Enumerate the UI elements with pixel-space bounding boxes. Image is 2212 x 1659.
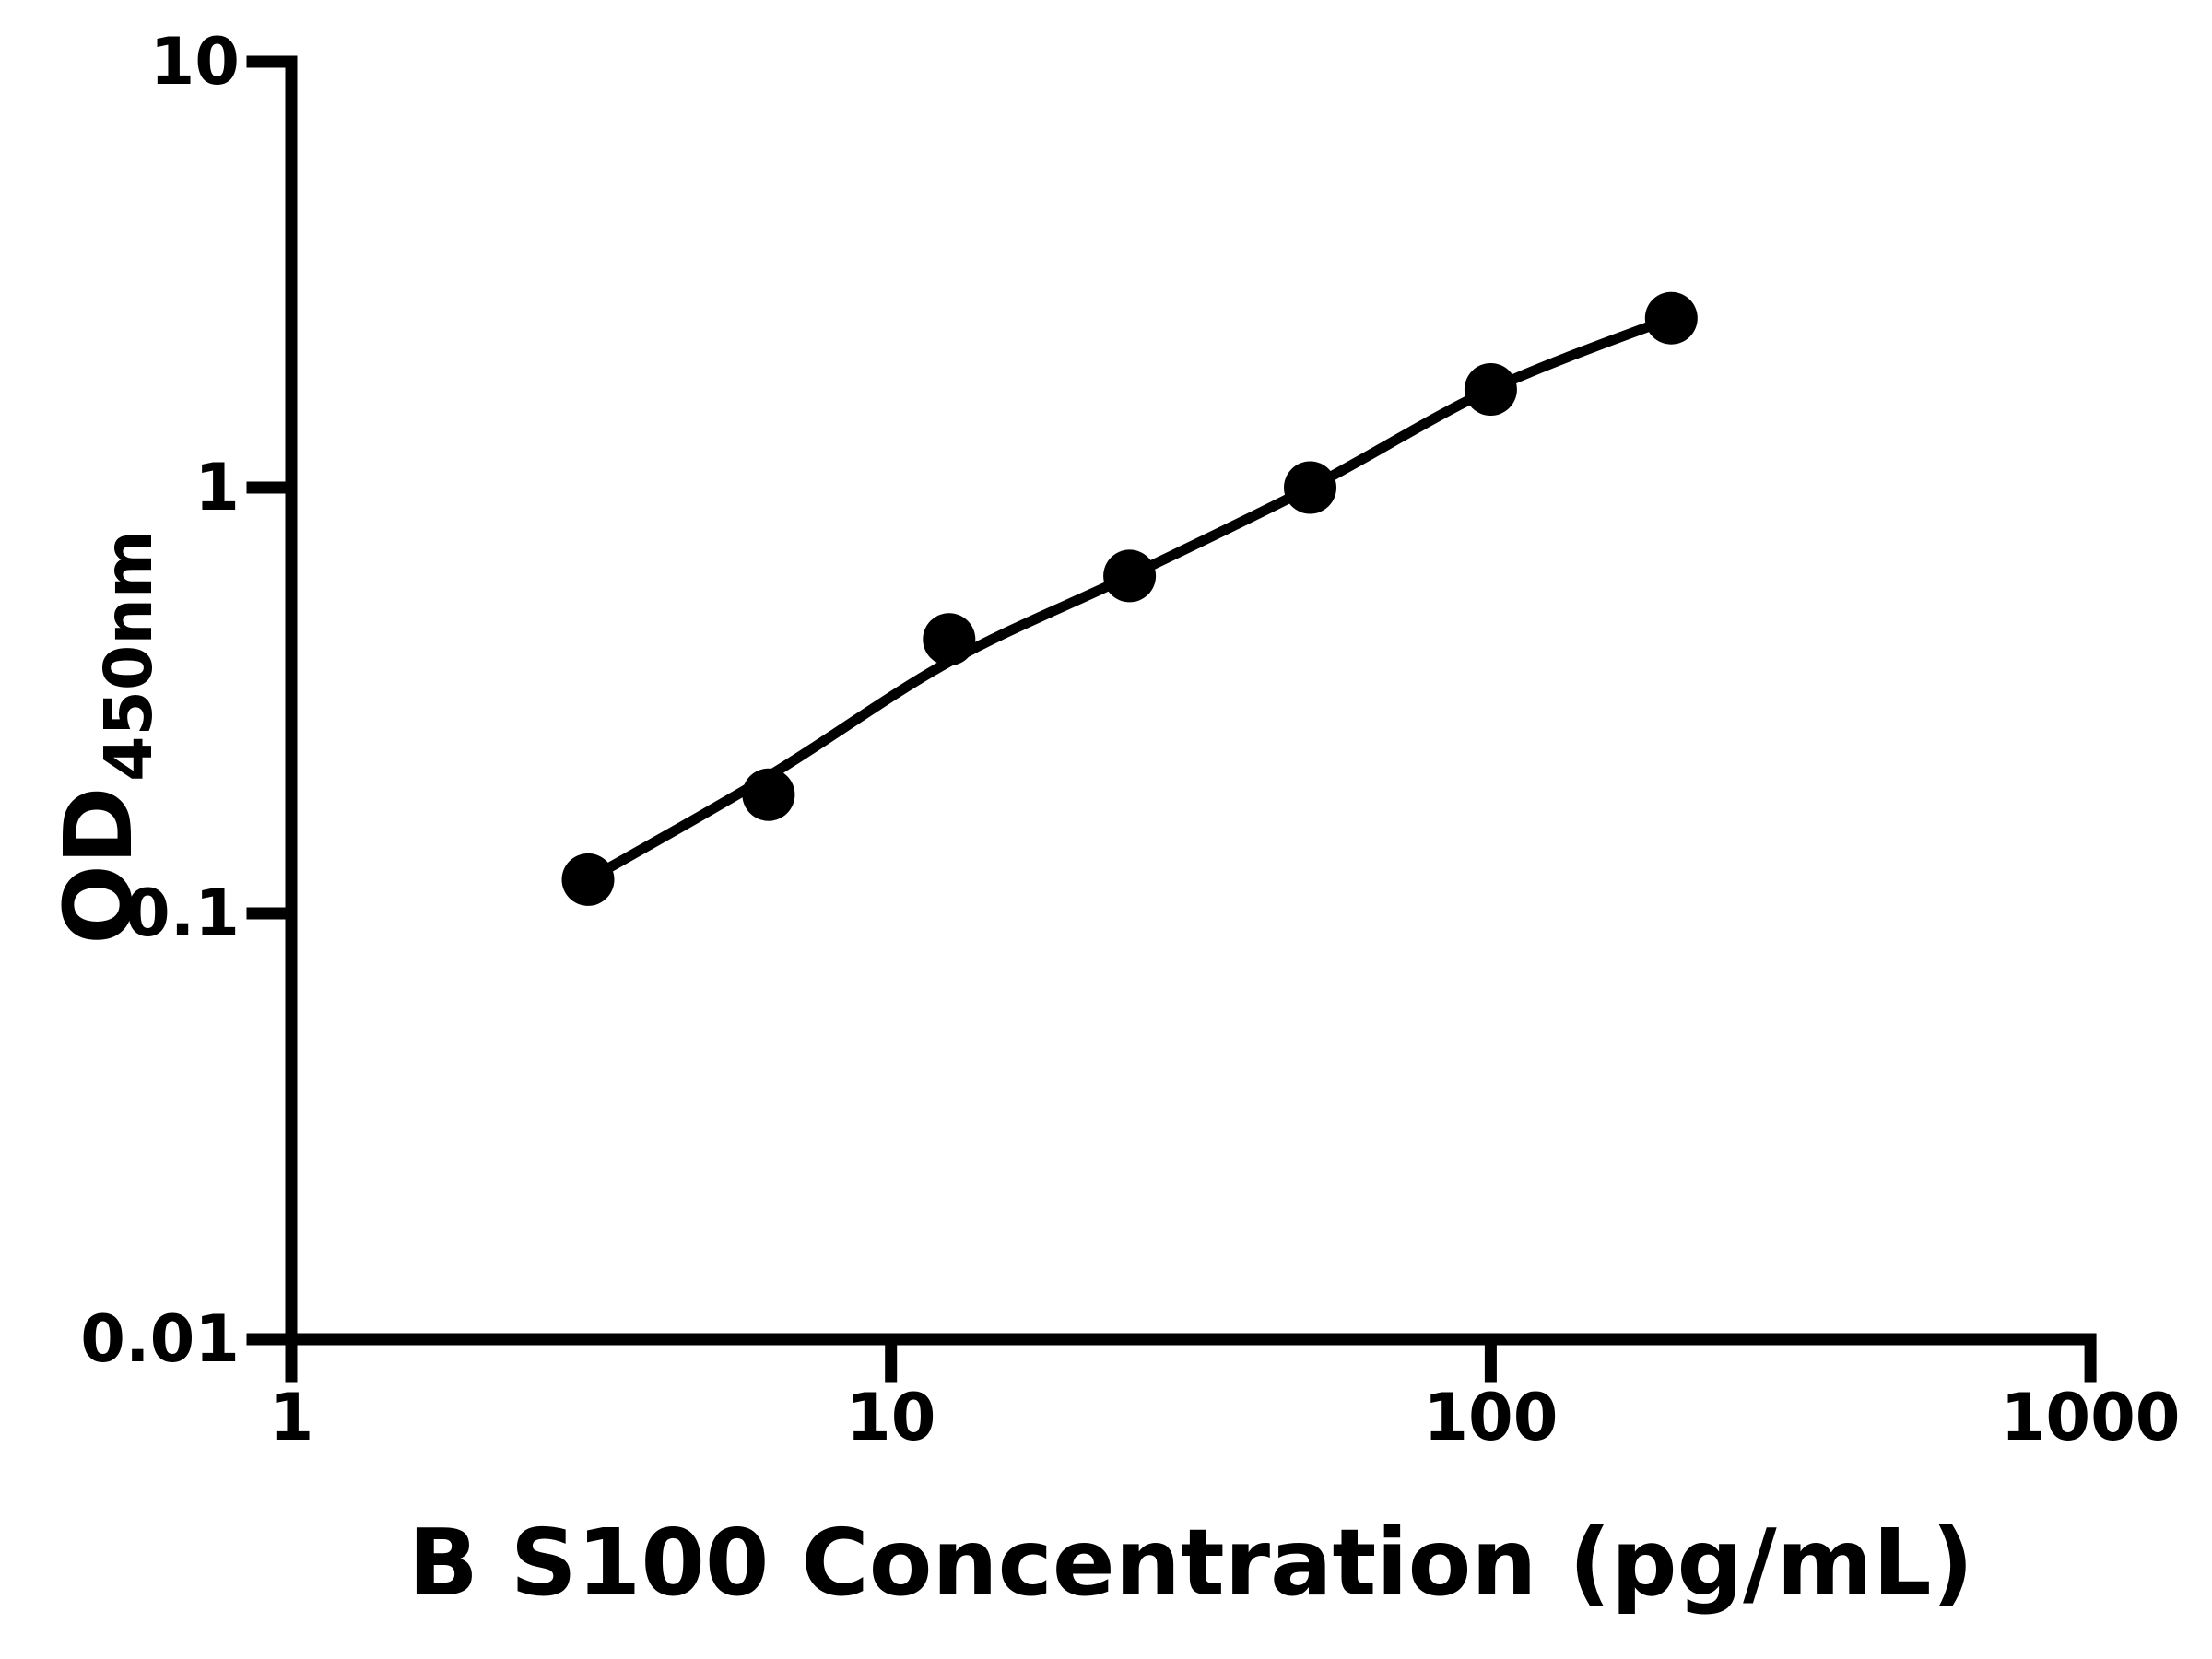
x-tick xyxy=(885,1345,898,1383)
x-tick xyxy=(1484,1345,1497,1383)
x-tick xyxy=(285,1345,298,1383)
tick-labels-group: 10 1 0.1 0.01 1 10 100 1000 xyxy=(80,24,2180,1455)
x-tick-label: 1000 xyxy=(2001,1380,2181,1455)
data-point xyxy=(1284,461,1336,514)
y-tick xyxy=(246,1333,286,1346)
x-tick xyxy=(2084,1345,2097,1383)
data-point xyxy=(923,613,976,666)
y-tick-label: 0.1 xyxy=(125,876,240,951)
y-tick xyxy=(246,481,286,494)
y-tick xyxy=(246,55,286,68)
data-point xyxy=(561,853,615,906)
data-point xyxy=(742,768,795,821)
x-axis-title: B S100 Concentration (pg/mL) xyxy=(408,1509,1974,1617)
y-axis-title: OD 450nm xyxy=(44,530,167,945)
data-point xyxy=(1644,291,1698,345)
axes-group xyxy=(285,55,2097,1346)
od-subscript-label: 450nm xyxy=(90,530,167,782)
y-tick-label: 1 xyxy=(194,450,240,525)
data-point xyxy=(1103,549,1157,603)
ticks-group xyxy=(246,55,2097,1383)
y-axis-line xyxy=(285,55,298,1346)
y-tick-label: 10 xyxy=(150,24,240,100)
data-point xyxy=(1464,363,1517,416)
od-label: OD xyxy=(44,786,154,944)
y-tick-label: 0.01 xyxy=(80,1301,240,1377)
x-tick-label: 10 xyxy=(846,1380,935,1455)
x-tick-label: 100 xyxy=(1423,1380,1558,1455)
x-axis-line xyxy=(285,1333,2097,1346)
y-tick xyxy=(246,907,286,920)
series-group xyxy=(561,291,1698,906)
x-tick-label: 1 xyxy=(269,1380,314,1455)
